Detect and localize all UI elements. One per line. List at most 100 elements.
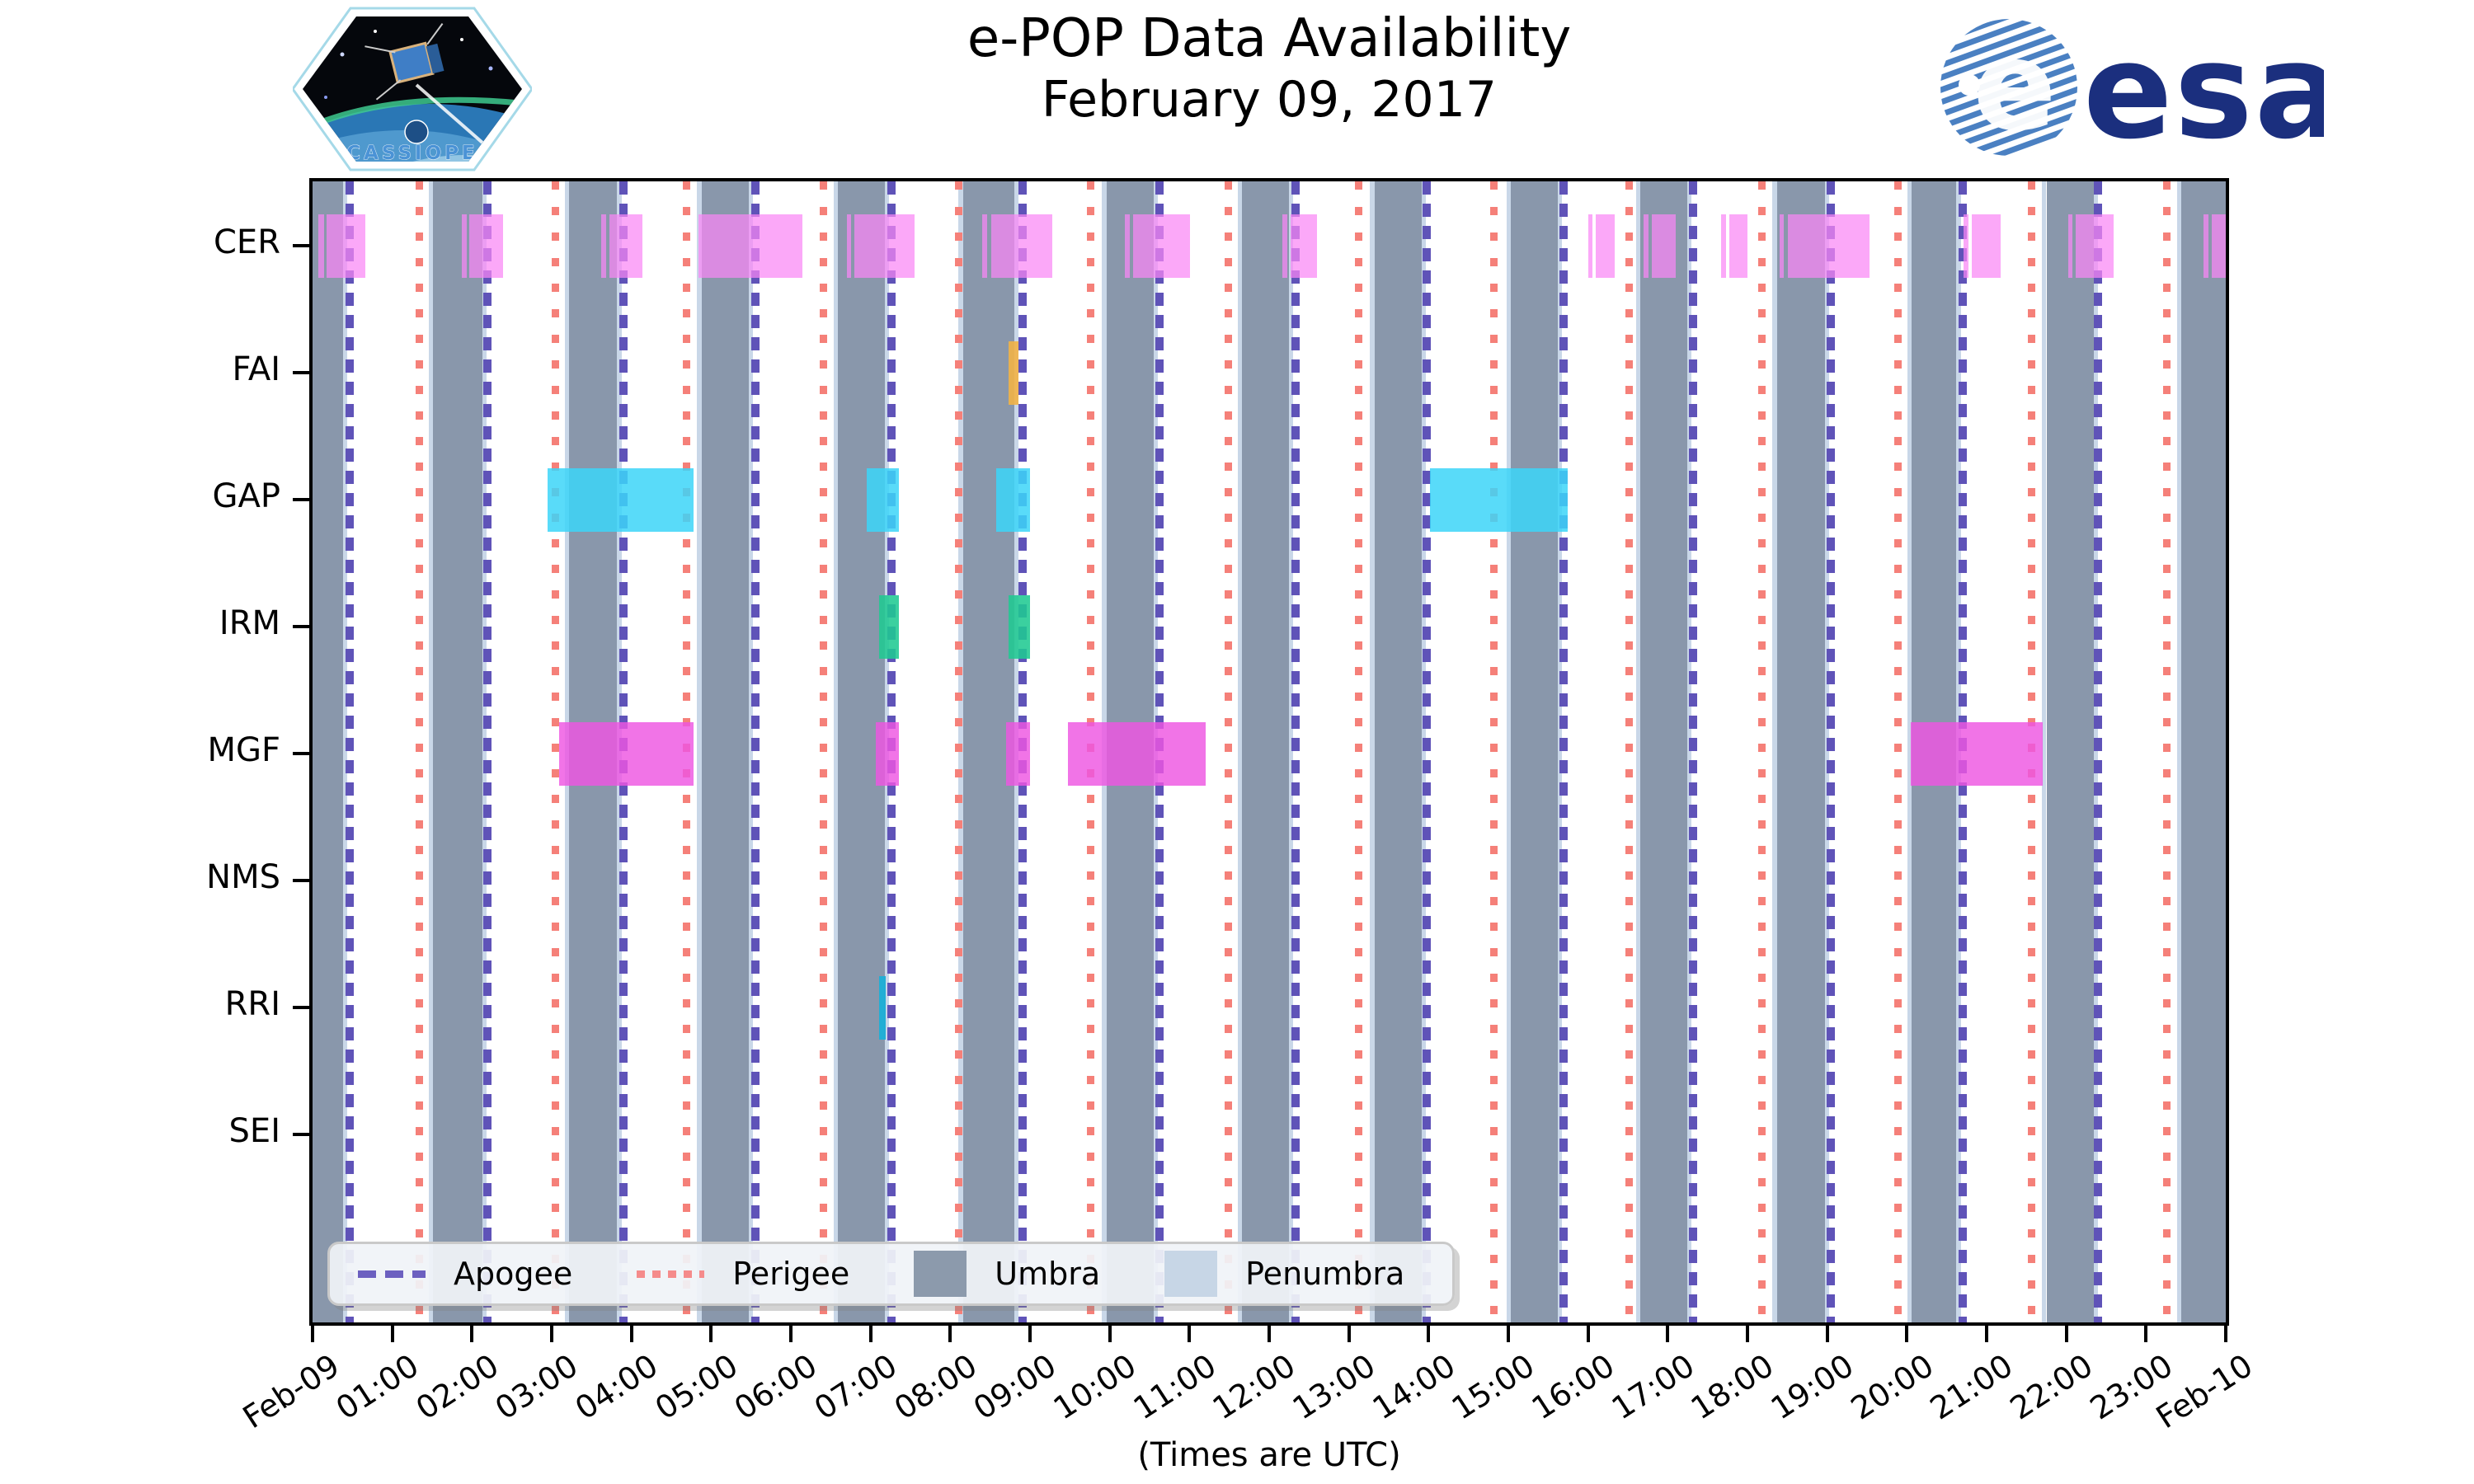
penumbra-band [2042,181,2047,1322]
x-tick-label: 21:00 [1924,1347,2020,1427]
y-tick-label-fai: FAI [232,350,281,388]
apogee-line [750,181,760,1322]
x-tick-label: 17:00 [1605,1347,1701,1427]
perigee-line [819,181,827,1322]
umbra-band [1510,181,1558,1322]
penumbra-band [342,181,348,1322]
x-tick-label: 02:00 [409,1347,506,1427]
availability-bar-cer [2067,214,2073,278]
availability-bar-cer [1652,214,1676,278]
x-tick [390,1326,394,1342]
availability-bar-gap [866,467,900,532]
legend: Apogee Perigee Umbra Penumbra [327,1242,1456,1306]
x-tick-label: 14:00 [1366,1347,1462,1427]
availability-bar-cer [317,214,324,278]
availability-bar-cer [2076,214,2114,278]
y-tick [293,371,309,374]
x-tick [1108,1326,1112,1342]
availability-bar-cer [461,214,467,278]
availability-bar-cer [1971,214,2001,278]
umbra-band [1640,181,1687,1322]
umbra-band [701,181,749,1322]
x-tick-label: 13:00 [1286,1347,1382,1427]
availability-bar-cer [1282,214,1288,278]
y-tick [293,752,309,755]
umbra-band [962,181,1014,1322]
x-tick [789,1326,793,1342]
x-tick [1985,1326,1988,1342]
perigee-line [551,181,559,1322]
penumbra-band [1237,181,1243,1322]
y-tick [293,879,309,882]
legend-apogee-sample [358,1270,426,1278]
page-title: e-POP Data Availability [967,8,1572,69]
x-tick [629,1326,633,1342]
patch-satellite [365,23,444,101]
x-tick [1825,1326,1829,1342]
x-tick [1427,1326,1431,1342]
availability-bar-cer [1587,214,1593,278]
availability-bar-cer [1963,214,1968,278]
availability-bar-cer [990,214,1053,278]
x-tick [1028,1326,1032,1342]
x-tick-label: 10:00 [1047,1347,1143,1427]
y-tick-label-gap: GAP [212,477,280,515]
perigee-line [1758,181,1766,1322]
penumbra-band [833,181,839,1322]
apogee-line [2094,181,2103,1322]
apogee-line [482,181,492,1322]
apogee-line [1291,181,1300,1322]
availability-bar-cer [2211,214,2226,278]
x-tick [868,1326,872,1342]
availability-bar-fai [1008,340,1019,405]
penumbra-band [1636,181,1641,1322]
x-tick-label: 18:00 [1685,1347,1780,1427]
legend-penumbra-sample [1164,1251,1218,1297]
x-tick [470,1326,474,1342]
availability-bar-rri [879,975,887,1040]
availability-bar-cer [1132,214,1191,278]
x-tick-label: 01:00 [329,1347,426,1427]
availability-bar-cer [1788,214,1870,278]
esa-wordmark: esa [2083,15,2324,159]
y-tick [293,244,309,247]
cassiope-patch: CASSIOPE [293,7,532,171]
availability-bar-mgf [1068,721,1206,786]
x-tick-label: 03:00 [489,1347,585,1427]
x-tick-label: 15:00 [1446,1347,1541,1427]
x-tick [2064,1326,2068,1342]
x-tick [550,1326,553,1342]
x-tick [1905,1326,1909,1342]
x-tick-label: 22:00 [2003,1347,2100,1427]
x-tick-label: 07:00 [807,1347,904,1427]
x-tick [1507,1326,1510,1342]
x-tick [2144,1326,2148,1342]
penumbra-band [428,181,433,1322]
availability-bar-cer [1596,214,1615,278]
y-tick [293,498,309,501]
umbra-band [2180,181,2226,1322]
legend-label: Penumbra [1245,1256,1405,1292]
perigee-line [1625,181,1633,1322]
esa-globe [1940,19,2077,156]
legend-label: Apogee [454,1256,573,1292]
legend-label: Perigee [732,1256,850,1292]
availability-bar-cer [846,214,852,278]
perigee-line [1224,181,1232,1322]
availability-bar-cer [1779,214,1785,278]
x-tick [1188,1326,1192,1342]
x-axis-label: (Times are UTC) [1137,1436,1401,1474]
x-tick-label: 09:00 [967,1347,1063,1427]
availability-bar-cer [609,214,643,278]
y-tick-label-mgf: MGF [207,731,280,769]
perigee-line [415,181,423,1322]
esa-logo: e esa [1940,15,2324,159]
x-tick-label: 12:00 [1206,1347,1302,1427]
y-tick [293,1133,309,1136]
availability-bar-cer [1644,214,1649,278]
legend-item-penumbra: Penumbra [1164,1251,1404,1297]
legend-perigee-sample [637,1270,705,1278]
penumbra-band [1907,181,1912,1322]
y-tick-label-nms: NMS [206,858,280,896]
